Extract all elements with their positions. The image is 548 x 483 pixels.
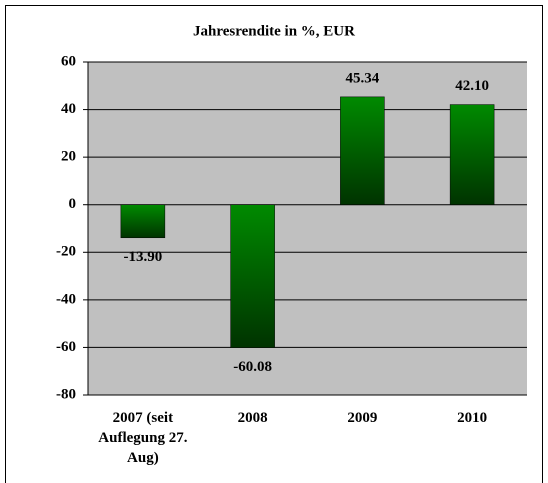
value-label: 45.34 bbox=[346, 70, 380, 86]
y-tick-label: 40 bbox=[61, 101, 76, 117]
x-tick-label: 2009 bbox=[347, 410, 378, 426]
bar bbox=[120, 204, 166, 239]
bar bbox=[230, 204, 275, 348]
x-tick-label: 2008 bbox=[237, 410, 268, 426]
y-tick-label: 60 bbox=[61, 53, 76, 69]
value-label: -60.08 bbox=[233, 359, 272, 375]
x-tick-label: 2010 bbox=[457, 410, 488, 426]
y-tick-label: -60 bbox=[56, 339, 76, 355]
chart-title: Jahresrendite in %, EUR bbox=[193, 23, 355, 39]
y-tick-label: 0 bbox=[69, 196, 77, 212]
x-tick-label: 2007 (seit Auflegung 27. Aug) bbox=[98, 410, 188, 466]
value-label: 42.10 bbox=[455, 78, 489, 94]
value-label: -13.90 bbox=[124, 249, 163, 265]
y-tick-label: 20 bbox=[61, 149, 76, 165]
bar bbox=[340, 96, 385, 205]
bar bbox=[449, 104, 495, 205]
y-tick-label: -40 bbox=[56, 291, 76, 307]
y-tick-label: -20 bbox=[56, 244, 76, 260]
y-tick-label: -80 bbox=[56, 386, 76, 402]
